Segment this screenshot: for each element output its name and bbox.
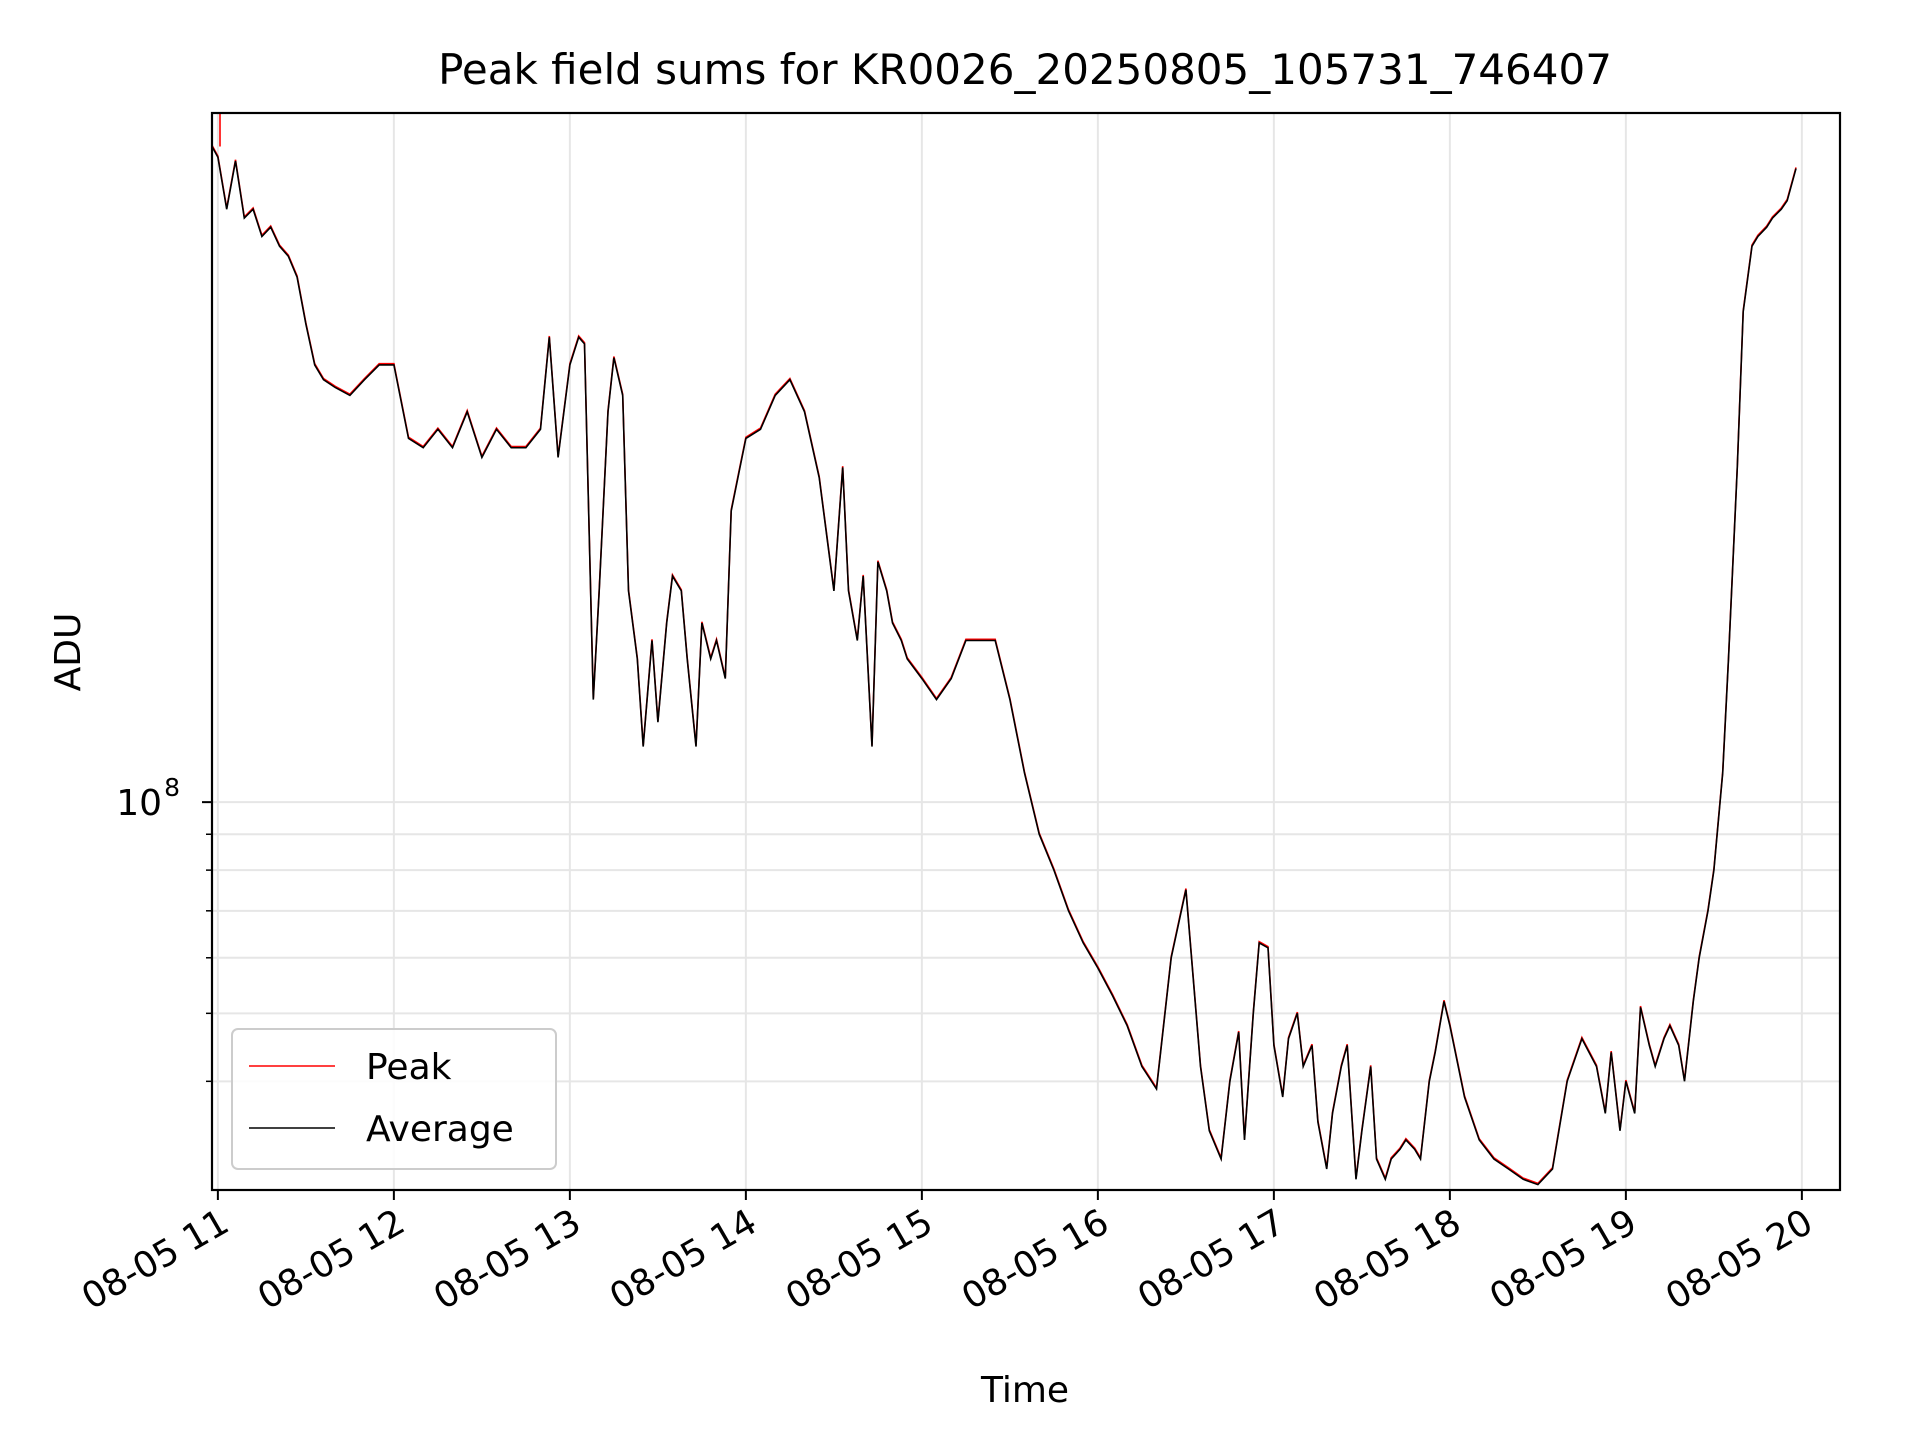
y-tick-label: 10 — [116, 783, 162, 824]
x-tick-label: 08-05 16 — [955, 1202, 1116, 1318]
x-tick-label: 08-05 15 — [779, 1202, 940, 1318]
x-tick-label: 08-05 11 — [75, 1202, 236, 1318]
legend: Peak Average — [231, 1028, 557, 1170]
x-axis-label: Time — [980, 1370, 1069, 1411]
chart-title: Peak field sums for KR0026_20250805_1057… — [438, 45, 1612, 94]
x-tick-label: 08-05 13 — [427, 1202, 588, 1318]
x-tick-label: 08-05 12 — [251, 1202, 412, 1318]
series-line-average — [211, 146, 1797, 1186]
series-layer — [211, 113, 1797, 1186]
legend-label-average: Average — [366, 1109, 514, 1150]
y-axis-label: ADU — [48, 613, 89, 692]
legend-box — [231, 1028, 557, 1170]
x-tick-label: 08-05 20 — [1659, 1202, 1820, 1318]
y-tick-label-exponent: 8 — [164, 773, 180, 802]
plot-frame — [210, 111, 1842, 1192]
x-tick-label: 08-05 17 — [1131, 1202, 1292, 1318]
x-tick-label: 08-05 14 — [603, 1202, 764, 1318]
series-line-peak — [211, 144, 1797, 1185]
legend-label-peak: Peak — [366, 1047, 452, 1088]
x-tick-label: 08-05 18 — [1307, 1202, 1468, 1318]
x-tick-label: 08-05 19 — [1483, 1202, 1644, 1318]
